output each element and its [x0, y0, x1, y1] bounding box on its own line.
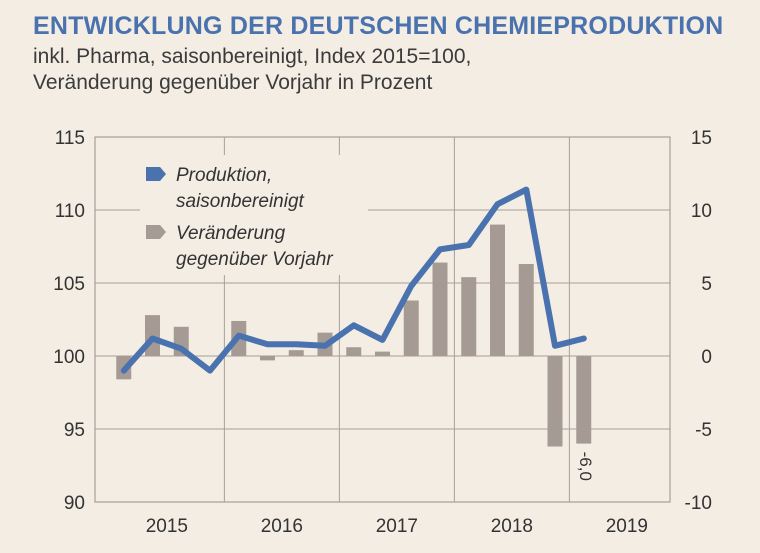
y-left-tick-label: 95: [64, 420, 85, 441]
chart-title: ENTWICKLUNG DER DEUTSCHEN CHEMIEPRODUKTI…: [33, 12, 724, 40]
x-tick-label: 2016: [261, 516, 303, 537]
bar-change-yoy: [288, 350, 304, 356]
series-line-produktion: [120, 186, 587, 374]
y-right-tick-label: 15: [691, 128, 712, 149]
chart-subtitle-line1: inkl. Pharma, saisonbereinigt, Index 201…: [33, 45, 472, 68]
x-tick-label: 2019: [606, 516, 648, 537]
y-right-tick-label: -5: [695, 420, 712, 441]
bar-change-yoy: [432, 262, 448, 356]
legend-line-marker-icon: [146, 167, 166, 181]
legend-bar-marker-icon: [146, 225, 166, 239]
x-tick-label: 2018: [491, 516, 533, 537]
y-left-tick-label: 90: [64, 493, 85, 514]
plot-frame: [94, 136, 671, 503]
legend-bar-label-2: gegenüber Vorjahr: [176, 249, 333, 270]
y-left-tick-label: 100: [53, 347, 85, 368]
bar-change-yoy: [461, 277, 477, 356]
legend-background: [140, 155, 368, 275]
bar-change-yoy: [490, 224, 505, 356]
y-right-tick-label: 5: [701, 274, 712, 295]
bar-change-yoy: [260, 356, 275, 361]
y-right-tick-label: -10: [685, 493, 712, 514]
legend-line-label-1: Produktion,: [176, 165, 272, 186]
y-left-tick-label: 115: [55, 128, 85, 149]
bar-change-yoy: [346, 347, 362, 356]
y-left-tick-label: 105: [53, 274, 85, 295]
legend-line-label-2: saisonbereinigt: [176, 191, 305, 212]
chart-subtitle-line2: Veränderung gegenüber Vorjahr in Prozent: [33, 71, 433, 94]
bar-change-yoy: [375, 351, 390, 356]
bar-change-yoy: [403, 300, 419, 356]
x-tick-label: 2017: [376, 516, 418, 537]
bar-change-yoy: [547, 356, 563, 447]
y-right-tick-label: 10: [691, 201, 712, 222]
x-tick-label: 2015: [146, 516, 188, 537]
y-right-tick-label: 0: [701, 347, 712, 368]
y-left-tick-label: 110: [55, 201, 85, 222]
bar-change-yoy: [576, 356, 592, 444]
legend-bar-label-1: Veränderung: [176, 223, 286, 244]
bar-change-yoy: [518, 264, 534, 356]
line-layer: [120, 186, 587, 374]
legend: Produktion, saisonbereinigt Veränderung …: [140, 155, 368, 275]
data-label: -6,0: [576, 452, 595, 481]
